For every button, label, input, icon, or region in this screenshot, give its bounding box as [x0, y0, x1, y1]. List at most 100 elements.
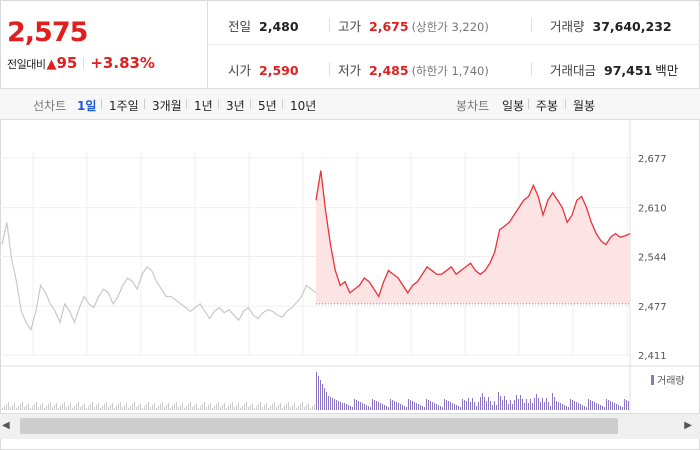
volume-bar — [140, 403, 141, 410]
volume-bar — [610, 401, 611, 410]
stat-value: 2,590 — [259, 63, 299, 78]
volume-bar — [72, 408, 73, 410]
volume-bar — [524, 403, 525, 410]
volume-bar — [498, 392, 499, 410]
volume-bar — [478, 402, 479, 410]
candle-monthly[interactable]: 월봉 — [573, 99, 596, 113]
volume-bar — [518, 399, 519, 410]
divider — [250, 99, 251, 109]
volume-bar — [476, 406, 477, 410]
volume-bar — [588, 399, 589, 410]
y-tick-label: 2,610 — [638, 204, 667, 215]
volume-bar — [558, 402, 559, 410]
volume-bar — [326, 392, 327, 410]
volume-bar — [316, 372, 317, 410]
volume-bar — [338, 401, 339, 410]
volume-bar — [372, 399, 373, 410]
volume-bar — [374, 400, 375, 410]
candle-weekly[interactable]: 주봉 — [536, 99, 559, 113]
volume-bar — [384, 405, 385, 410]
scroll-left-icon[interactable]: ◀ — [2, 420, 10, 431]
volume-bar — [516, 395, 517, 410]
candle-chart-label: 봉차트 — [456, 99, 490, 113]
volume-bar — [286, 404, 287, 410]
volume-bar — [324, 388, 325, 410]
volume-bar — [186, 406, 187, 410]
volume-bar — [36, 402, 37, 410]
volume-bar — [620, 406, 621, 410]
volume-bar — [124, 405, 125, 410]
volume-bar — [302, 402, 303, 410]
volume-bar — [486, 401, 487, 410]
volume-bar — [276, 407, 277, 410]
volume-bar — [584, 406, 585, 410]
volume-bar — [398, 403, 399, 410]
upper-limit: (상한가 3,220) — [411, 20, 489, 34]
volume-bar — [576, 402, 577, 410]
volume-bar — [570, 399, 571, 410]
volume-bar — [594, 402, 595, 410]
today-price-line — [315, 170, 631, 298]
volume-bar — [272, 404, 273, 410]
volume-bar — [176, 402, 177, 410]
scroll-right-icon[interactable]: ▶ — [684, 420, 692, 431]
volume-bar — [402, 405, 403, 410]
period-1d[interactable]: 1일 — [77, 99, 97, 113]
volume-bar — [578, 403, 579, 410]
volume-bar — [628, 401, 629, 410]
volume-bar — [100, 408, 101, 410]
volume-bar — [332, 398, 333, 410]
volume-bar — [340, 402, 341, 410]
stat-amount: 거래대금 97,451 백만 — [550, 60, 678, 79]
volume-bar — [24, 407, 25, 410]
period-3y[interactable]: 3년 — [226, 99, 245, 113]
volume-bar — [224, 403, 225, 410]
legend-swatch — [651, 375, 654, 385]
volume-bar — [6, 404, 7, 410]
volume-bar — [598, 404, 599, 410]
volume-bar — [48, 404, 49, 410]
volume-bar — [310, 408, 311, 410]
volume-bar — [44, 408, 45, 410]
volume-bar — [538, 398, 539, 410]
volume-bar — [582, 405, 583, 410]
volume-bar — [10, 407, 11, 410]
volume-bar — [318, 376, 319, 410]
volume-bar — [168, 403, 169, 410]
period-5y[interactable]: 5년 — [258, 99, 277, 113]
volume-bar — [556, 401, 557, 410]
scroll-thumb[interactable] — [20, 418, 618, 434]
volume-bar — [358, 401, 359, 410]
volume-bar — [452, 403, 453, 410]
volume-bar — [240, 408, 241, 410]
volume-bar — [292, 405, 293, 410]
stat-label: 거래량 — [550, 19, 585, 34]
period-1y[interactable]: 1년 — [194, 99, 213, 113]
candle-daily[interactable]: 일봉 — [502, 99, 525, 113]
change-row: 전일대비▲95 +3.83% — [7, 54, 155, 72]
volume-bar — [118, 404, 119, 410]
volume-bar — [192, 407, 193, 410]
volume-bar — [508, 404, 509, 410]
volume-bar — [278, 405, 279, 410]
divider — [186, 99, 187, 109]
period-1w[interactable]: 1주일 — [109, 99, 139, 113]
volume-bar — [380, 403, 381, 410]
volume-bar — [522, 399, 523, 410]
volume-bar — [174, 404, 175, 410]
period-3m[interactable]: 3개월 — [152, 99, 182, 113]
volume-bar — [520, 395, 521, 410]
volume-bar — [64, 402, 65, 410]
volume-bar — [600, 405, 601, 410]
volume-bar — [440, 406, 441, 410]
volume-bar — [512, 404, 513, 410]
volume-bar — [580, 404, 581, 410]
volume-bar — [450, 402, 451, 410]
period-10y[interactable]: 10년 — [290, 99, 317, 113]
y-tick-label: 2,677 — [638, 154, 667, 165]
volume-bar — [212, 408, 213, 410]
volume-bar — [466, 401, 467, 410]
change-value: 95 — [56, 54, 78, 72]
volume-bar — [104, 404, 105, 410]
chart-scrollbar[interactable]: ◀ ▶ — [0, 413, 700, 439]
